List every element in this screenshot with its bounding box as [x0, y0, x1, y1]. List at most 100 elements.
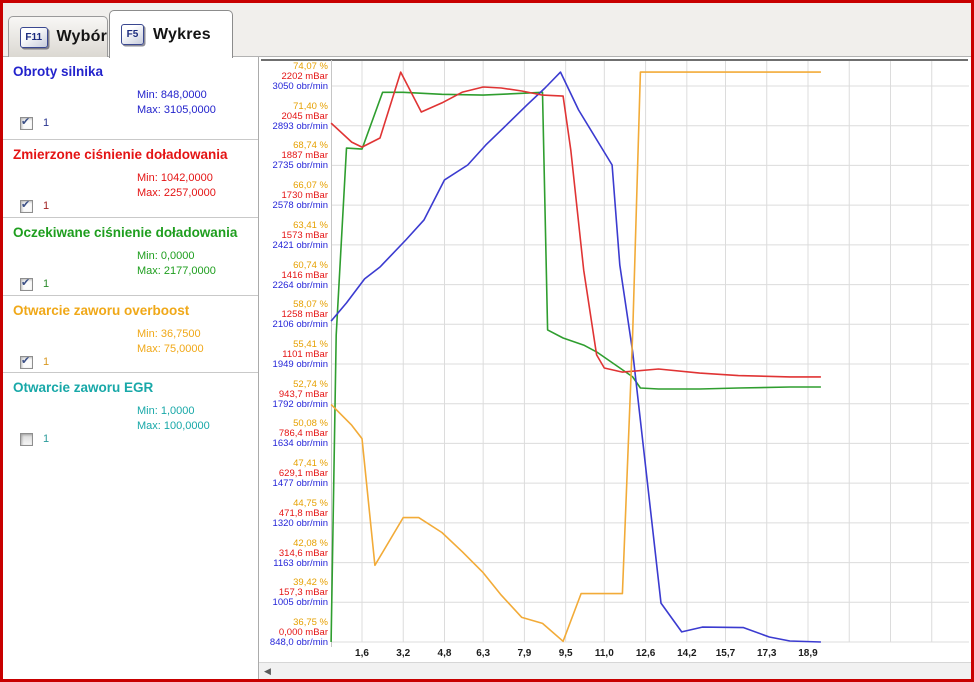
- y-tick-label-mbar: 1573 mBar: [281, 229, 328, 241]
- channel-checkbox-label: 1: [43, 356, 50, 368]
- channel-min-value: Min: 1,0000: [137, 405, 195, 417]
- channel-checkbox-row: ✔ 1: [3, 355, 258, 372]
- x-tick-label: 7,9: [517, 648, 532, 659]
- y-tick-label-pct: 47,41 %: [293, 458, 328, 470]
- y-tick-group: 47,41 % 629,1 mBar 1477 obr/min: [259, 459, 328, 489]
- y-tick-label-rpm: 1477 obr/min: [272, 478, 328, 490]
- channel-panel-rpm: Obroty silnika Min: 848,0000 Max: 3105,0…: [3, 57, 258, 140]
- tab-wybor-label: Wybór: [56, 28, 107, 45]
- y-tick-label-pct: 63,41 %: [293, 219, 328, 231]
- channel-title: Otwarcie zaworu overboost: [13, 303, 190, 318]
- checkmark-icon: ✔: [21, 116, 31, 128]
- horizontal-scrollbar[interactable]: ◀: [259, 662, 971, 679]
- x-tick-label: 15,7: [715, 648, 736, 659]
- channel-checkbox-row: ✔ 1: [3, 199, 258, 216]
- y-tick-label-mbar: 1887 mBar: [281, 150, 328, 162]
- scroll-left-arrow-icon[interactable]: ◀: [264, 666, 271, 676]
- x-tick-label: 4,8: [437, 648, 452, 659]
- y-tick-label-mbar: 0,000 mBar: [278, 626, 328, 638]
- y-tick-label-rpm: 2578 obr/min: [272, 200, 328, 212]
- y-tick-label-pct: 71,40 %: [293, 100, 328, 112]
- channel-title: Oczekiwane ciśnienie doładowania: [13, 225, 238, 240]
- channel-panel-expected-boost: Oczekiwane ciśnienie doładowania Min: 0,…: [3, 218, 258, 296]
- y-tick-label-rpm: 1949 obr/min: [272, 358, 328, 370]
- y-tick-label-rpm: 2264 obr/min: [272, 279, 328, 291]
- y-tick-group: 50,08 % 786,4 mBar 1634 obr/min: [259, 419, 328, 449]
- channel-checkbox-row: ✔ 1: [3, 116, 258, 133]
- y-tick-label-rpm: 2735 obr/min: [272, 160, 328, 172]
- channel-sidebar: Obroty silnika Min: 848,0000 Max: 3105,0…: [3, 57, 259, 679]
- series-line-pct: [330, 71, 821, 643]
- checkmark-icon: ✔: [21, 355, 31, 367]
- y-tick-label-pct: 52,74 %: [293, 378, 328, 390]
- channel-title: Obroty silnika: [13, 64, 104, 79]
- y-tick-label-mbar: 786,4 mBar: [278, 428, 328, 440]
- channel-visibility-checkbox[interactable]: ✔: [20, 277, 33, 291]
- plot-top-border: [261, 59, 968, 61]
- channel-checkbox-label: 1: [43, 278, 50, 290]
- channel-min-value: Min: 1042,0000: [137, 172, 213, 184]
- y-tick-label-pct: 36,75 %: [293, 616, 328, 628]
- y-tick-label-pct: 55,41 %: [293, 338, 328, 350]
- y-tick-group: 36,75 % 0,000 mBar 848,0 obr/min: [259, 616, 328, 648]
- y-tick-label-rpm: 3050 obr/min: [272, 81, 328, 92]
- channel-visibility-checkbox[interactable]: ✔: [20, 433, 33, 446]
- x-tick-label: 1,6: [355, 648, 369, 659]
- y-tick-label-pct: 60,74 %: [293, 259, 328, 271]
- y-tick-label-mbar: 1258 mBar: [281, 309, 328, 321]
- y-tick-label-pct: 42,08 %: [293, 537, 328, 549]
- y-tick-label-pct: 68,74 %: [293, 140, 328, 152]
- y-tick-label-pct: 74,07 %: [293, 61, 328, 72]
- y-tick-label-pct: 50,08 %: [293, 418, 328, 430]
- y-tick-label-mbar: 1416 mBar: [281, 269, 328, 281]
- y-tick-group: 39,42 % 157,3 mBar 1005 obr/min: [259, 578, 328, 608]
- y-tick-group: 74,07 % 2202 mBar 3050 obr/min: [259, 62, 328, 92]
- y-tick-label-mbar: 1101 mBar: [282, 348, 328, 360]
- y-tick-label-pct: 44,75 %: [293, 497, 328, 509]
- y-tick-group: 52,74 % 943,7 mBar 1792 obr/min: [259, 378, 328, 410]
- channel-min-value: Min: 36,7500: [137, 328, 201, 340]
- y-tick-group: 63,41 % 1573 mBar 2421 obr/min: [259, 219, 328, 251]
- y-tick-group: 55,41 % 1101 mBar 1949 obr/min: [259, 338, 328, 370]
- y-tick-label-mbar: 1730 mBar: [281, 190, 328, 202]
- x-tick-label: 11,0: [594, 648, 614, 659]
- y-tick-label-rpm: 2893 obr/min: [272, 120, 328, 132]
- y-tick-label-mbar: 314,6 mBar: [278, 547, 328, 559]
- channel-visibility-checkbox[interactable]: ✔: [20, 355, 33, 369]
- channel-visibility-checkbox[interactable]: ✔: [20, 199, 33, 213]
- channel-checkbox-label: 1: [43, 433, 50, 445]
- y-tick-group: 58,07 % 1258 mBar 2106 obr/min: [259, 300, 328, 330]
- channel-panel-measured-boost: Zmierzone ciśnienie doładowania Min: 104…: [3, 140, 258, 218]
- y-tick-label-mbar: 471,8 mBar: [278, 507, 328, 519]
- series-line-mbar: [330, 71, 821, 378]
- y-tick-label-pct: 58,07 %: [293, 299, 328, 311]
- channel-panel-egr-valve: Otwarcie zaworu EGR Min: 1,0000 Max: 100…: [3, 373, 258, 450]
- y-tick-label-rpm: 1792 obr/min: [272, 398, 328, 410]
- chart-pane: 74,07 % 2202 mBar 3050 obr/min 71,40 % 2045 …: [259, 57, 971, 679]
- y-tick-label-mbar: 943,7 mBar: [278, 388, 328, 400]
- x-tick-label: 17,3: [757, 648, 777, 659]
- channel-min-value: Min: 848,0000: [137, 89, 207, 101]
- x-tick-label: 6,3: [476, 648, 491, 659]
- series-line-rpm: [330, 71, 821, 643]
- y-tick-label-rpm: 2106 obr/min: [272, 319, 328, 331]
- x-tick-label: 14,2: [677, 648, 697, 659]
- channel-visibility-checkbox[interactable]: ✔: [20, 116, 33, 130]
- channel-max-value: Max: 3105,0000: [137, 104, 216, 116]
- y-tick-group: 66,07 % 1730 mBar 2578 obr/min: [259, 181, 328, 211]
- channel-min-value: Min: 0,0000: [137, 250, 195, 262]
- channel-checkbox-label: 1: [43, 117, 50, 129]
- y-tick-label-mbar: 629,1 mBar: [278, 468, 328, 480]
- channel-max-value: Max: 2177,0000: [137, 265, 216, 277]
- y-tick-label-mbar: 157,3 mBar: [278, 587, 328, 599]
- tab-wykres[interactable]: F5 Wykres: [109, 10, 233, 58]
- chart-plot: [330, 60, 969, 647]
- y-tick-label-rpm: 1163 obr/min: [273, 557, 328, 569]
- y-tick-group: 71,40 % 2045 mBar 2893 obr/min: [259, 100, 328, 132]
- tab-wybor[interactable]: F11 Wybór: [8, 16, 108, 57]
- x-tick-label: 3,2: [396, 648, 411, 659]
- y-tick-label-rpm: 1634 obr/min: [272, 438, 328, 450]
- channel-panel-overboost-valve: Otwarcie zaworu overboost Min: 36,7500 M…: [3, 296, 258, 373]
- series-line-mbar: [330, 91, 821, 643]
